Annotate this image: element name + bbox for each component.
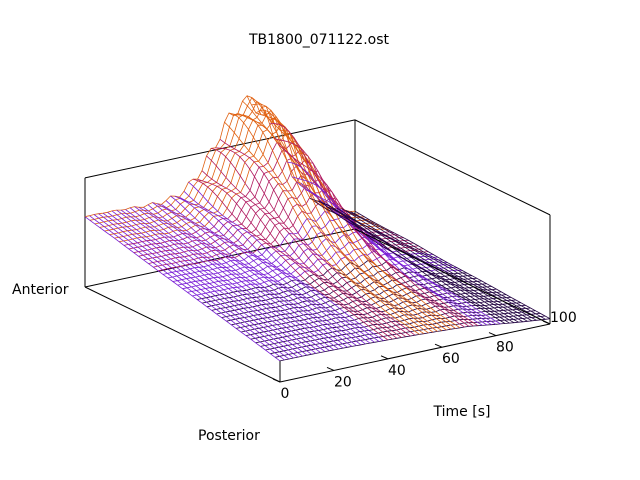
surface-line xyxy=(224,121,420,335)
surface-line xyxy=(111,210,308,356)
surface-line xyxy=(233,114,429,334)
surface-line xyxy=(129,207,326,352)
box-edge xyxy=(84,119,356,179)
surface-line xyxy=(143,206,339,350)
x-tick-label: 20 xyxy=(334,374,352,390)
x-tick xyxy=(272,378,281,383)
x-axis-ticks: 0 20 40 60 80 100 xyxy=(272,310,577,402)
surface-line xyxy=(183,191,380,342)
surface-line xyxy=(93,214,290,360)
surface-line xyxy=(94,100,365,225)
surface-line xyxy=(318,200,515,324)
surface-line xyxy=(99,105,370,228)
x-tick-label: 100 xyxy=(550,310,577,326)
surface-line xyxy=(84,216,281,362)
x-tick-label: 60 xyxy=(442,351,460,367)
surface-line xyxy=(174,195,371,344)
box-edge xyxy=(354,119,551,216)
surface-line xyxy=(323,202,519,323)
surface-line xyxy=(107,211,303,357)
box-edge xyxy=(354,228,551,325)
surface-line xyxy=(192,178,389,341)
surface-line xyxy=(210,148,407,338)
surface-line xyxy=(89,215,285,361)
surface-line xyxy=(291,176,488,326)
box-edge xyxy=(279,323,551,383)
surface-line xyxy=(201,265,472,304)
surface-line xyxy=(296,181,492,326)
surface-line xyxy=(84,95,356,218)
surface-line xyxy=(215,147,411,337)
surface-line xyxy=(350,211,546,320)
y-axis-label-posterior: Posterior xyxy=(198,428,260,444)
surface-line xyxy=(165,200,362,346)
x-tick xyxy=(542,320,551,325)
surface-line xyxy=(314,200,510,324)
surface-line xyxy=(282,148,479,327)
surface-line xyxy=(345,210,542,321)
surface-line xyxy=(116,209,312,355)
surface-line xyxy=(188,181,384,342)
surface-line xyxy=(269,123,465,328)
surface-line xyxy=(260,109,456,329)
surface-line xyxy=(336,207,533,322)
surface-line xyxy=(147,204,344,349)
surface-line xyxy=(264,109,461,329)
x-tick xyxy=(434,343,443,348)
surface-line xyxy=(156,203,353,347)
surface-line xyxy=(120,209,317,354)
surface-line xyxy=(219,138,416,336)
x-tick xyxy=(326,366,335,371)
plot-box-front xyxy=(84,214,551,383)
surface-line xyxy=(206,155,402,338)
surface-line xyxy=(152,202,348,348)
x-tick xyxy=(380,355,389,360)
surface-line xyxy=(246,95,443,332)
y-axis-label-anterior: Anterior xyxy=(12,282,69,298)
x-axis-label: Time [s] xyxy=(433,404,491,420)
x-tick xyxy=(488,332,497,337)
surface-line xyxy=(278,144,474,327)
x-tick-label: 80 xyxy=(496,340,514,356)
surface-line xyxy=(300,182,497,325)
surface-line xyxy=(98,213,294,359)
surface-line xyxy=(242,100,438,332)
surface-line xyxy=(354,210,551,320)
surface-line xyxy=(134,206,330,352)
surface-line xyxy=(273,138,470,327)
chart-title: TB1800_071122.ost xyxy=(248,32,390,48)
surface-line xyxy=(201,170,398,339)
surface-line xyxy=(305,189,501,325)
surface-line xyxy=(138,165,409,257)
surface-line xyxy=(161,204,357,346)
surface-line xyxy=(109,115,380,235)
surface-line xyxy=(228,112,425,335)
surface-line xyxy=(138,206,335,351)
surface-line xyxy=(197,178,393,340)
x-tick-label: 0 xyxy=(281,386,290,402)
surface-line xyxy=(102,212,299,358)
box-edge xyxy=(84,286,281,383)
surface-line xyxy=(170,195,366,345)
x-tick-label: 40 xyxy=(388,363,406,379)
surface-line xyxy=(125,209,321,353)
surface-line xyxy=(179,196,375,343)
surface-line xyxy=(251,103,447,331)
